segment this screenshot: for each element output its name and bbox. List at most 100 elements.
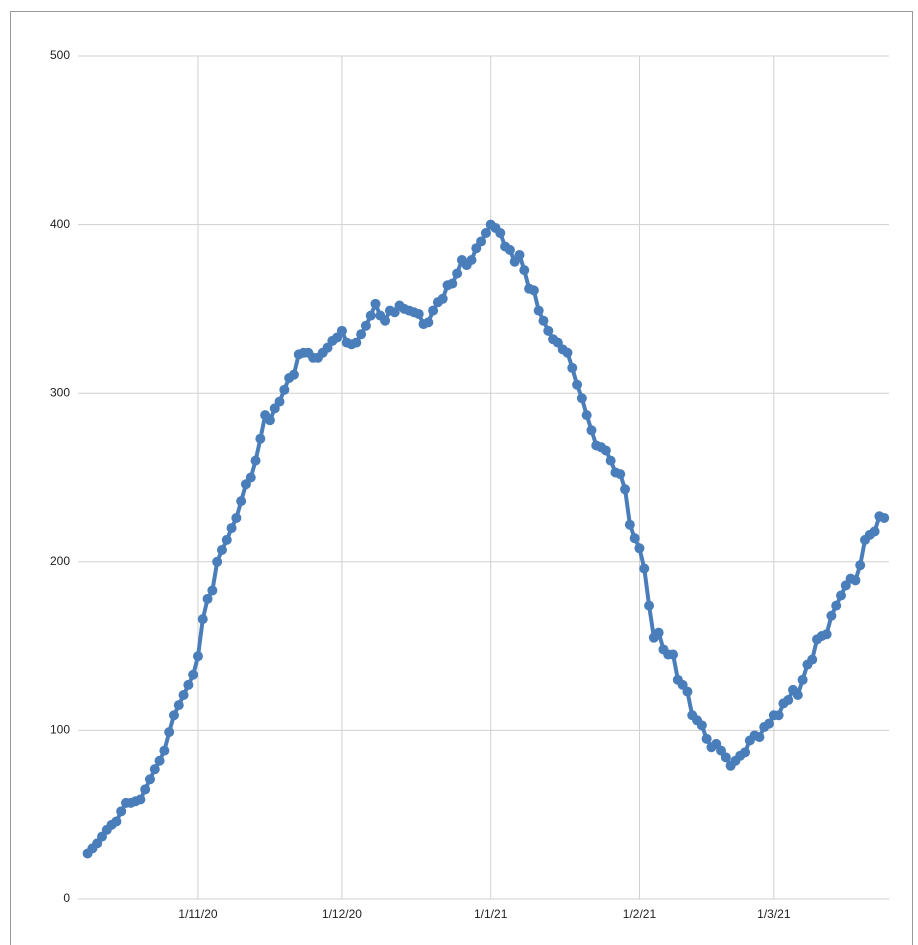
data-point bbox=[168, 710, 179, 721]
data-point bbox=[288, 369, 299, 380]
data-point bbox=[831, 600, 842, 611]
data-point bbox=[173, 700, 184, 711]
data-point bbox=[135, 794, 146, 805]
data-point bbox=[701, 733, 712, 744]
data-point bbox=[869, 526, 880, 537]
data-point bbox=[188, 669, 199, 680]
data-point bbox=[855, 560, 866, 571]
data-point bbox=[879, 512, 890, 523]
data-point bbox=[764, 718, 775, 729]
y-tick-label: 400 bbox=[50, 217, 70, 231]
data-point bbox=[437, 293, 448, 304]
data-point bbox=[428, 305, 439, 316]
y-tick-label: 500 bbox=[50, 48, 70, 62]
x-tick-label: 1/3/21 bbox=[757, 907, 791, 921]
data-point bbox=[600, 445, 611, 456]
data-point bbox=[562, 347, 573, 358]
data-point bbox=[111, 816, 122, 827]
data-point bbox=[581, 410, 592, 421]
data-point bbox=[207, 585, 218, 596]
data-point bbox=[576, 393, 587, 404]
data-point bbox=[668, 649, 679, 660]
data-point bbox=[519, 265, 530, 276]
data-point bbox=[826, 610, 837, 621]
data-point bbox=[783, 695, 794, 706]
data-line bbox=[86, 222, 885, 855]
data-point bbox=[274, 396, 285, 407]
data-point bbox=[740, 747, 751, 758]
data-point bbox=[423, 317, 434, 328]
data-point bbox=[140, 784, 151, 795]
data-point bbox=[836, 590, 847, 601]
data-point bbox=[164, 727, 175, 738]
data-point bbox=[336, 325, 347, 336]
x-tick-label: 1/1/21 bbox=[474, 907, 508, 921]
data-point bbox=[605, 455, 616, 466]
data-point bbox=[528, 285, 539, 296]
y-tick-label: 0 bbox=[63, 891, 70, 905]
data-point bbox=[116, 806, 127, 817]
data-point bbox=[149, 764, 160, 775]
data-point bbox=[154, 755, 165, 766]
data-point bbox=[356, 329, 367, 340]
data-point bbox=[586, 425, 597, 436]
data-point bbox=[202, 593, 213, 604]
data-point bbox=[543, 325, 554, 336]
data-point bbox=[792, 689, 803, 700]
data-point bbox=[226, 523, 237, 534]
data-point bbox=[644, 600, 655, 611]
data-point bbox=[821, 629, 832, 640]
data-point bbox=[533, 305, 544, 316]
data-point bbox=[624, 519, 635, 530]
x-tick-label: 1/11/20 bbox=[178, 907, 217, 921]
data-point bbox=[682, 686, 693, 697]
data-point bbox=[615, 469, 626, 480]
y-tick-label: 200 bbox=[50, 554, 70, 568]
data-point bbox=[754, 732, 765, 743]
data-point bbox=[480, 228, 491, 239]
data-point bbox=[495, 228, 506, 239]
data-point bbox=[245, 472, 256, 483]
data-point bbox=[572, 379, 583, 390]
data-point bbox=[144, 774, 155, 785]
y-tick-label: 300 bbox=[50, 385, 70, 399]
data-point bbox=[567, 362, 578, 373]
data-point bbox=[221, 534, 232, 545]
data-point bbox=[629, 533, 640, 544]
data-point bbox=[216, 544, 227, 555]
data-point bbox=[250, 455, 261, 466]
data-point bbox=[197, 614, 208, 625]
data-point bbox=[696, 720, 707, 731]
data-point bbox=[264, 415, 275, 426]
data-point bbox=[773, 710, 784, 721]
data-point bbox=[476, 236, 487, 247]
data-point bbox=[231, 512, 242, 523]
data-point bbox=[797, 674, 808, 685]
data-point bbox=[279, 384, 290, 395]
data-point bbox=[720, 752, 731, 763]
data-point bbox=[380, 315, 391, 326]
data-point bbox=[413, 308, 424, 319]
data-point bbox=[365, 310, 376, 321]
data-point bbox=[620, 484, 631, 495]
data-point bbox=[212, 556, 223, 567]
data-point bbox=[351, 337, 362, 348]
data-point bbox=[653, 627, 664, 638]
data-point bbox=[178, 689, 189, 700]
data-point bbox=[183, 679, 194, 690]
y-tick-label: 100 bbox=[50, 723, 70, 737]
data-point bbox=[850, 575, 861, 586]
data-point bbox=[192, 651, 203, 662]
data-point bbox=[360, 320, 371, 331]
data-point bbox=[159, 745, 170, 756]
data-point bbox=[639, 563, 650, 574]
frame bbox=[10, 11, 913, 945]
data-point bbox=[807, 654, 818, 665]
data-point bbox=[538, 315, 549, 326]
data-point bbox=[452, 268, 463, 279]
data-point bbox=[466, 255, 477, 266]
data-point bbox=[236, 496, 247, 507]
data-point bbox=[447, 278, 458, 289]
x-tick-label: 1/12/20 bbox=[322, 907, 362, 921]
